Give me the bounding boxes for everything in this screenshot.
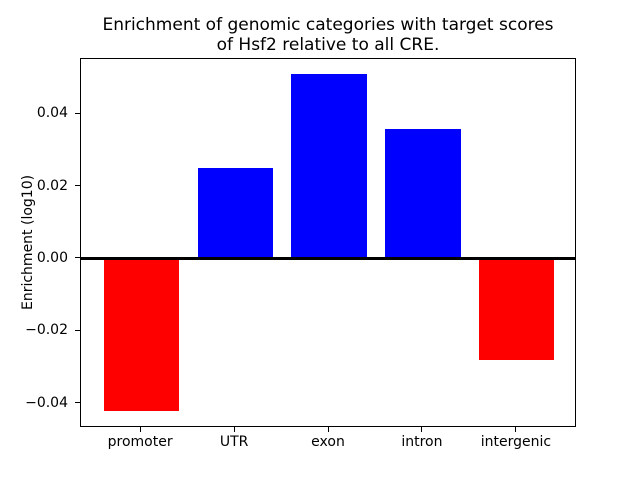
chart-title-line-2: of Hsf2 relative to all CRE. — [216, 35, 440, 55]
x-tick-mark — [515, 427, 517, 432]
x-tick-label: promoter — [107, 434, 173, 450]
x-tick-label: UTR — [219, 434, 249, 450]
y-tick-mark — [75, 185, 80, 186]
x-tick-mark — [139, 427, 141, 432]
bar-intron — [385, 128, 461, 259]
plot-area — [80, 58, 576, 427]
y-tick-mark — [75, 402, 80, 404]
zero-line — [81, 257, 575, 261]
y-tick-mark — [75, 329, 80, 331]
bar-promoter — [103, 258, 179, 411]
y-tick-label: 0.04 — [36, 105, 68, 121]
chart-title-line-1: Enrichment of genomic categories with ta… — [102, 15, 554, 35]
y-tick-label: −0.04 — [25, 394, 68, 411]
x-tick-mark — [233, 427, 235, 432]
x-tick-label: intergenic — [480, 434, 552, 450]
x-tick-label: exon — [311, 434, 345, 450]
x-tick-mark — [421, 427, 423, 432]
y-tick-label: 0.00 — [36, 249, 68, 266]
bar-UTR — [197, 168, 273, 259]
bar-intergenic — [479, 258, 555, 361]
y-tick-mark — [75, 257, 80, 259]
bar-exon — [291, 74, 367, 259]
x-tick-label: intron — [401, 434, 443, 450]
y-tick-label: 0.02 — [36, 177, 68, 194]
y-tick-label: −0.02 — [25, 322, 68, 339]
chart-title: Enrichment of genomic categories with ta… — [80, 15, 576, 55]
y-tick-mark — [75, 112, 80, 114]
x-tick-mark — [327, 427, 329, 432]
